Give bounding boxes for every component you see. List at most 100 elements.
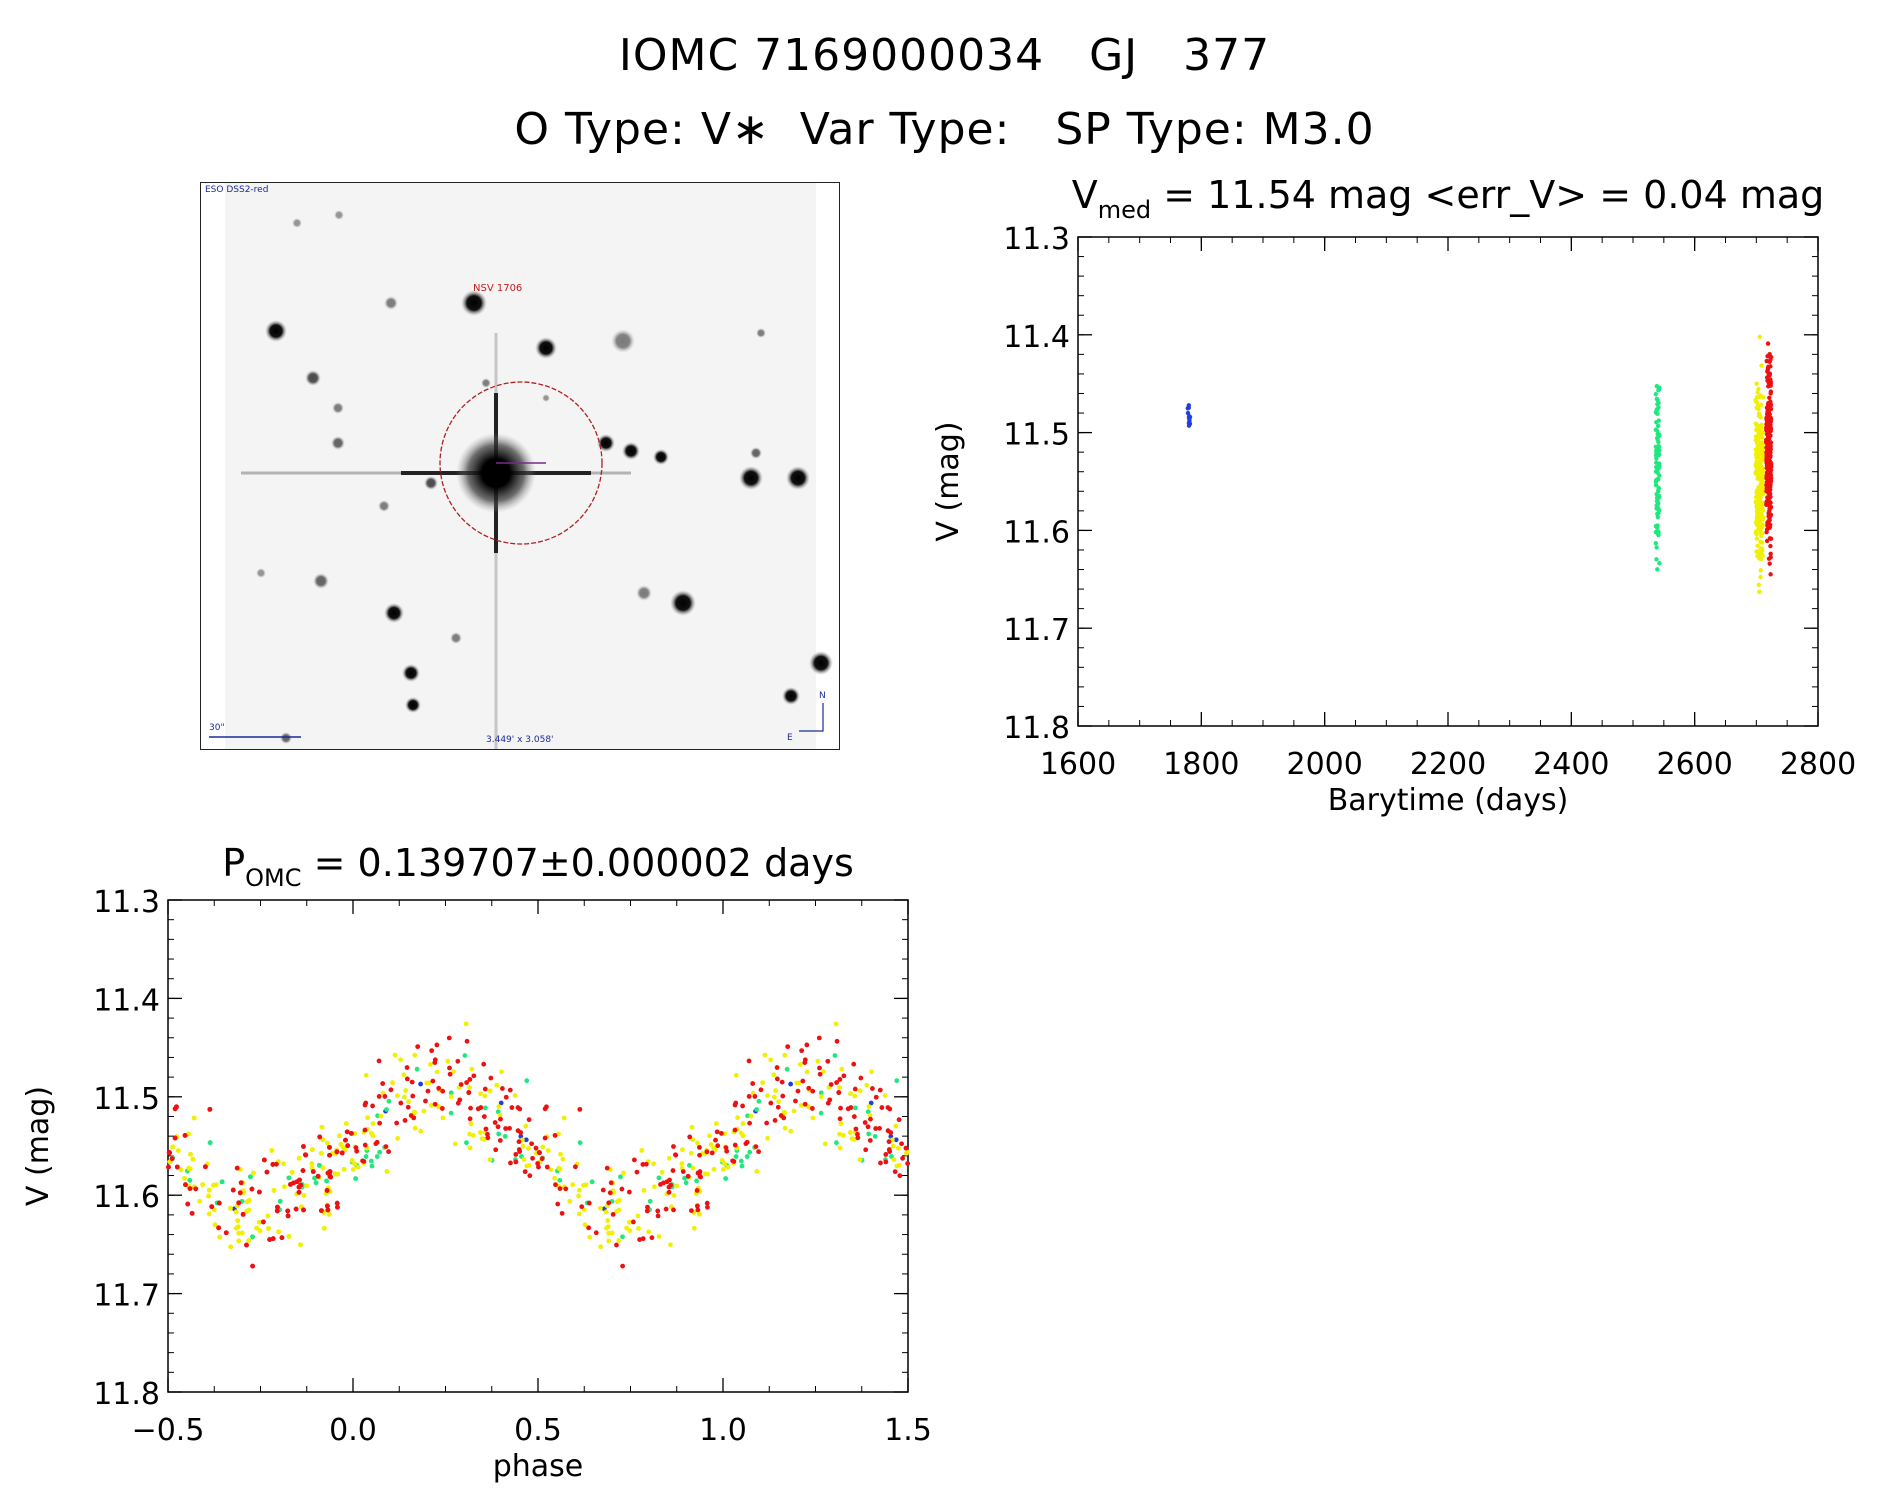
data-point-yellow [796, 1080, 802, 1086]
data-point-yellow [748, 1113, 754, 1119]
data-point-yellow [384, 1169, 390, 1174]
data-point-yellow [576, 1211, 582, 1217]
data-point-red [250, 1263, 256, 1269]
data-point-red [327, 1171, 332, 1176]
data-point-yellow [349, 1158, 355, 1163]
data-point-green [239, 1198, 245, 1204]
data-point-yellow [211, 1182, 216, 1188]
data-point-yellow [241, 1190, 247, 1195]
data-point-red [1768, 402, 1774, 407]
data-point-red [325, 1170, 331, 1176]
x-tick-label: 2200 [1410, 747, 1486, 782]
data-point-yellow [1755, 460, 1761, 465]
data-point-yellow [1759, 481, 1764, 486]
data-point-yellow [1758, 568, 1763, 573]
data-point-blue [1187, 414, 1192, 419]
data-point-yellow [576, 1193, 581, 1199]
data-point-yellow [204, 1161, 210, 1167]
data-point-yellow [523, 1123, 529, 1129]
data-point-yellow [1758, 502, 1763, 507]
data-point-yellow [265, 1213, 271, 1219]
data-point-red [838, 1105, 843, 1111]
data-point-red [614, 1242, 619, 1248]
data-point-red [1767, 508, 1772, 514]
data-point-red [804, 1042, 810, 1048]
data-point-yellow [656, 1234, 662, 1239]
data-point-yellow [1757, 334, 1762, 340]
data-point-red [837, 1116, 843, 1122]
data-point-red [344, 1129, 350, 1135]
data-point-yellow [236, 1238, 242, 1244]
data-point-yellow [896, 1145, 901, 1151]
data-point-yellow [281, 1161, 287, 1167]
x-tick-label: 1600 [1040, 747, 1116, 782]
data-point-yellow [587, 1234, 593, 1240]
data-point-yellow [764, 1093, 770, 1099]
data-point-yellow [482, 1137, 487, 1142]
data-point-yellow [1754, 520, 1759, 525]
data-point-yellow [691, 1210, 697, 1215]
data-point-red [661, 1180, 666, 1186]
data-point-red [1767, 481, 1772, 487]
data-point-red [373, 1141, 379, 1147]
data-point-yellow [479, 1136, 485, 1142]
x-axis-label: Barytime (days) [1328, 783, 1569, 818]
data-point-red [471, 1073, 477, 1079]
data-point-red [343, 1137, 348, 1143]
data-point-red [1765, 368, 1770, 374]
data-point-yellow [1754, 522, 1760, 527]
data-point-yellow [244, 1199, 250, 1205]
data-point-green [219, 1179, 225, 1185]
data-point-yellow [1758, 431, 1763, 436]
data-point-red [825, 1100, 831, 1106]
data-point-red [610, 1212, 616, 1217]
data-point-red [645, 1204, 650, 1210]
data-point-red [261, 1157, 267, 1163]
data-point-red [1764, 502, 1769, 508]
data-point-red [862, 1120, 868, 1125]
data-point-yellow [1756, 551, 1762, 556]
data-point-yellow [289, 1169, 295, 1175]
data-point-green [1656, 488, 1661, 493]
data-point-yellow [680, 1147, 685, 1152]
data-point-red [868, 1116, 873, 1122]
data-point-yellow [604, 1203, 610, 1209]
data-point-red [1768, 403, 1773, 408]
data-point-yellow [266, 1226, 271, 1231]
data-point-red [1765, 419, 1771, 424]
data-point-blue [1186, 420, 1192, 426]
data-point-yellow [1760, 452, 1766, 458]
data-point-yellow [341, 1166, 347, 1172]
data-point-yellow [256, 1219, 262, 1225]
data-point-blue [1186, 423, 1192, 428]
data-point-yellow [1760, 473, 1766, 479]
data-point-red [664, 1179, 670, 1185]
data-point-red [772, 1117, 778, 1123]
data-point-red [183, 1182, 188, 1188]
data-point-red [714, 1129, 720, 1135]
data-point-red [658, 1181, 663, 1187]
data-point-blue [753, 1108, 758, 1114]
data-point-red [1766, 478, 1772, 484]
data-point-green [185, 1168, 190, 1174]
data-point-red [300, 1168, 306, 1173]
data-point-yellow [211, 1207, 217, 1213]
data-point-red [296, 1189, 302, 1195]
data-point-red [1767, 372, 1772, 378]
data-point-red [315, 1173, 321, 1179]
data-point-yellow [174, 1134, 180, 1140]
data-point-yellow [1758, 489, 1764, 495]
data-point-yellow [1760, 492, 1766, 497]
data-point-yellow [560, 1156, 566, 1162]
data-point-yellow [1757, 516, 1762, 522]
data-point-red [464, 1038, 470, 1044]
y-tick-label: 11.7 [93, 1279, 160, 1314]
data-point-red [518, 1130, 524, 1135]
data-point-red [579, 1204, 585, 1210]
data-point-red [1768, 445, 1773, 450]
data-point-red [1765, 474, 1770, 479]
data-point-yellow [365, 1115, 370, 1121]
data-point-green [277, 1198, 283, 1204]
data-point-green [1655, 567, 1660, 572]
data-point-blue [1186, 405, 1191, 410]
